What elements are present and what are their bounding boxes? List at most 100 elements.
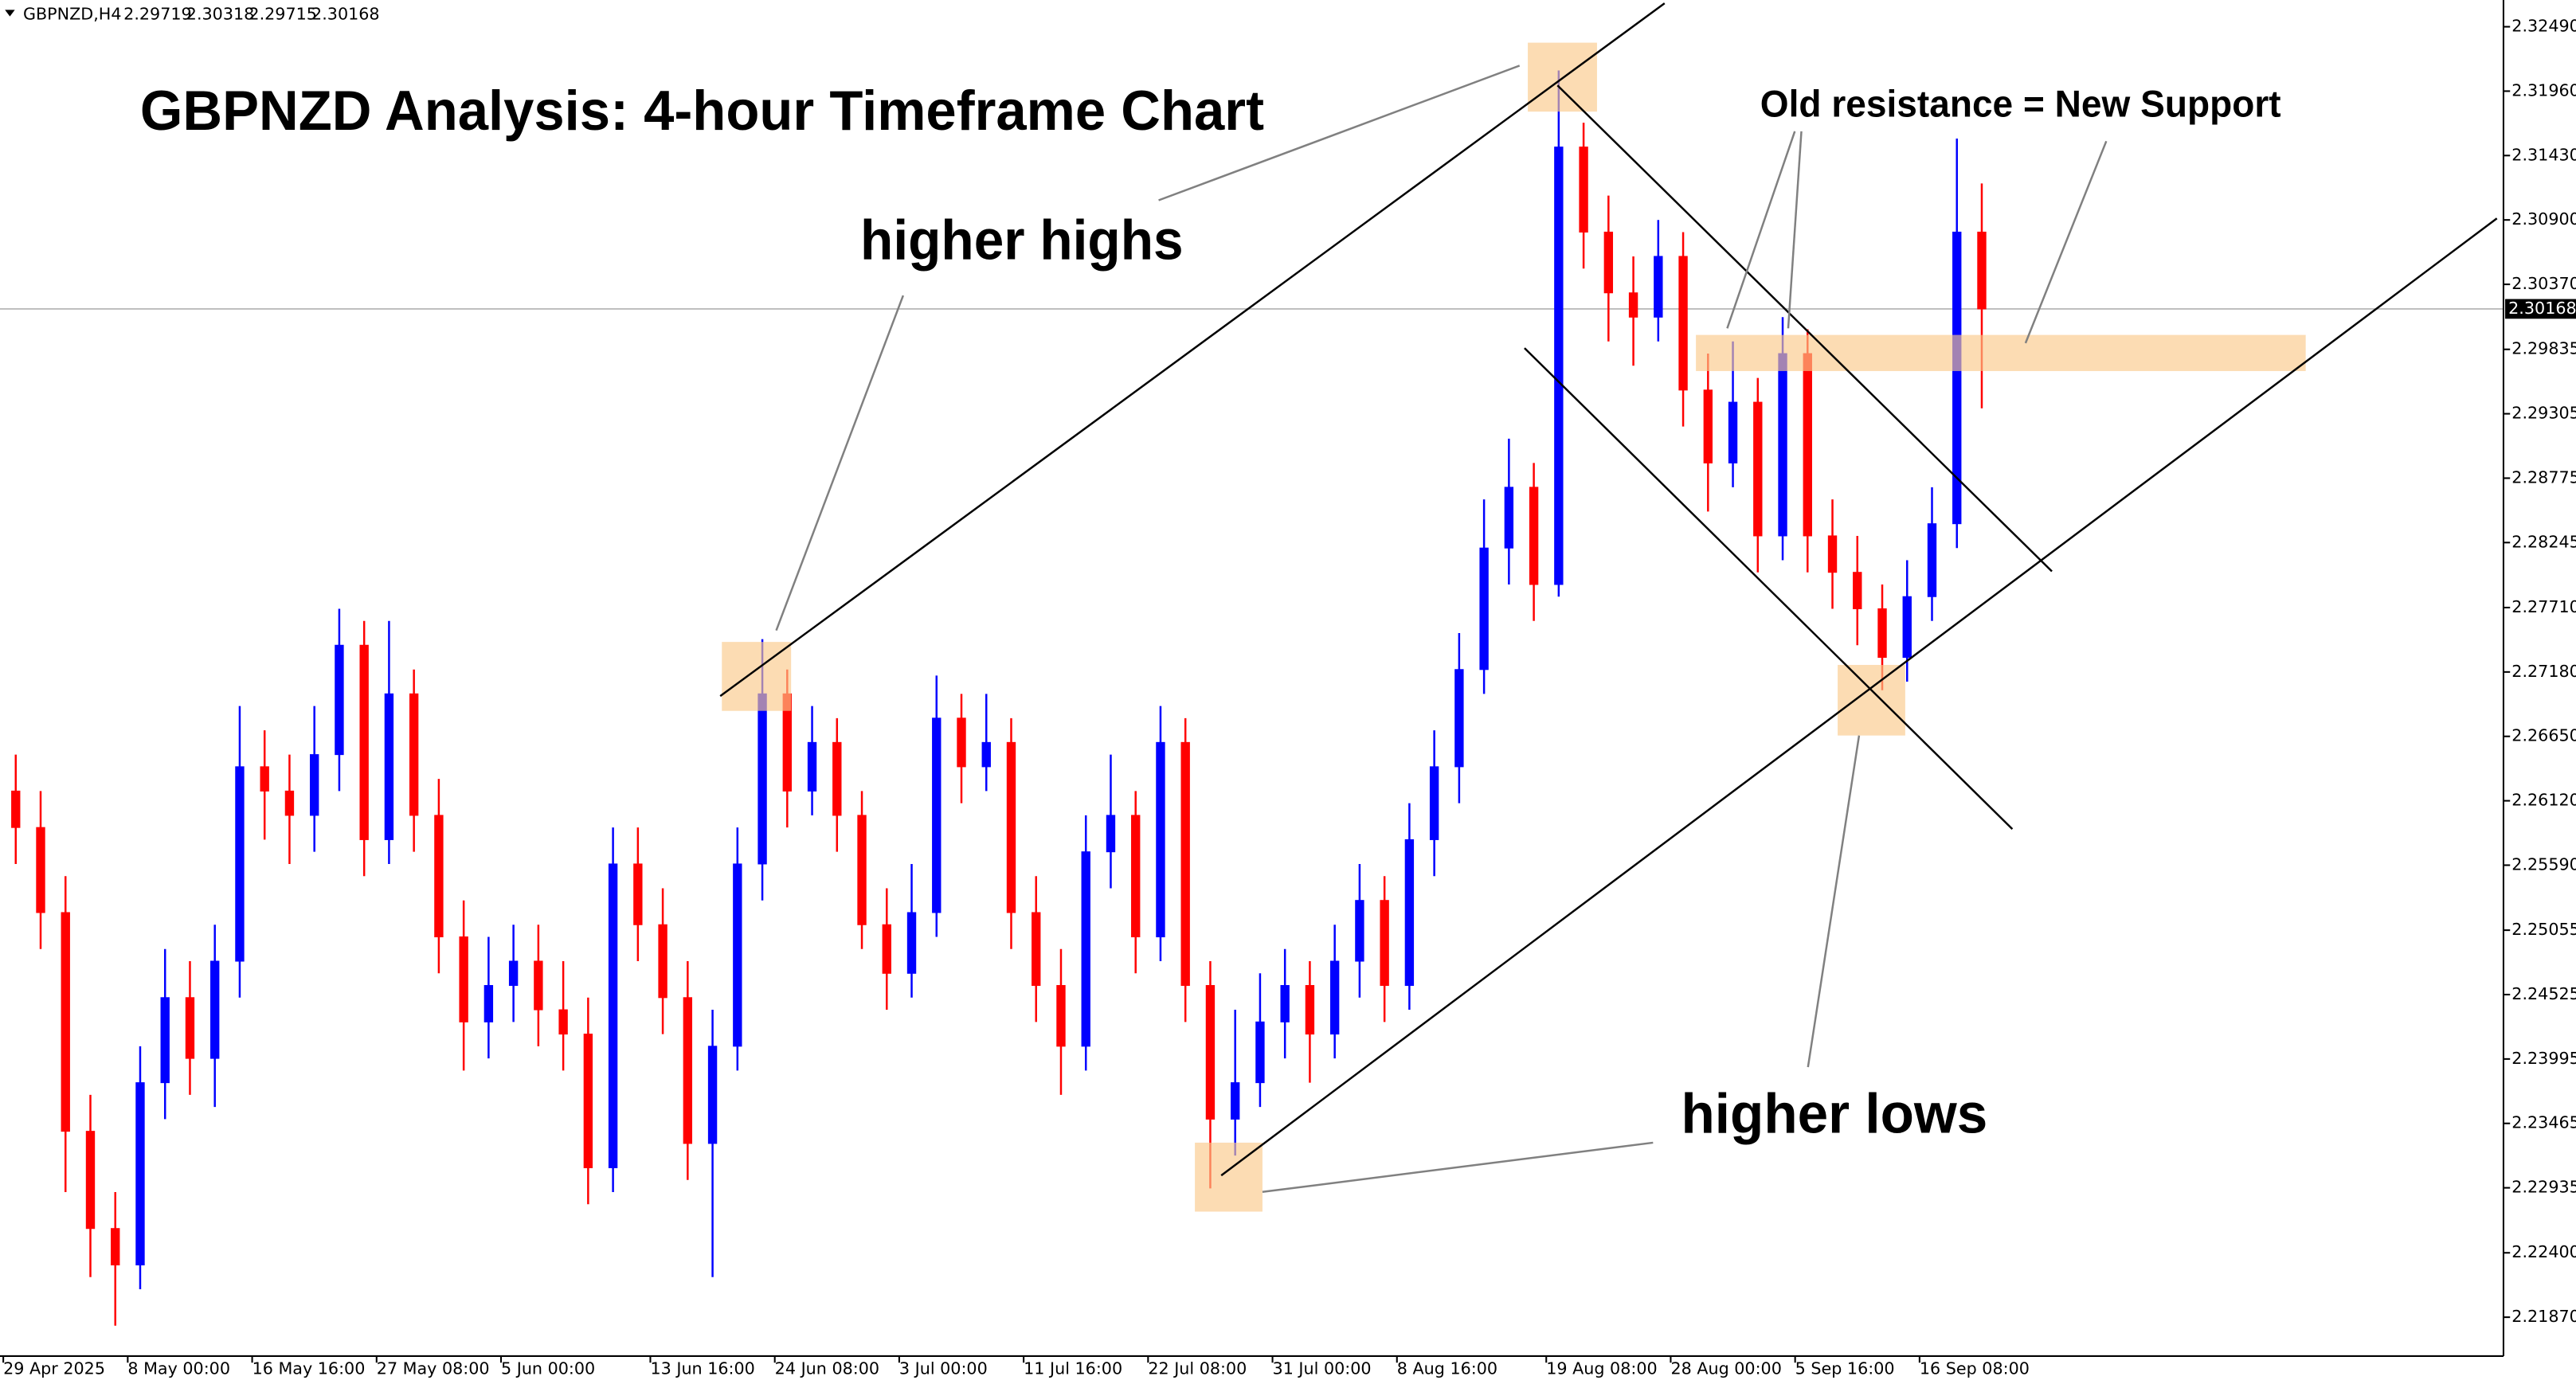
header-high: 2.30318 xyxy=(186,5,255,24)
candle-body xyxy=(1853,572,1862,610)
x-tick-label: 31 Jul 00:00 xyxy=(1273,1359,1372,1378)
candle-body xyxy=(85,1131,96,1230)
candle-body xyxy=(36,827,45,913)
candle-body xyxy=(1205,985,1216,1120)
candle-body xyxy=(1180,741,1190,987)
candle-body xyxy=(260,766,269,792)
x-tick-label: 5 Sep 16:00 xyxy=(1795,1359,1895,1378)
plot-area xyxy=(0,70,2504,1326)
x-tick-label: 29 Apr 2025 xyxy=(3,1359,105,1378)
candle-body xyxy=(1877,608,1887,659)
y-tick-label: 2.26650 xyxy=(2511,726,2576,745)
header-close: 2.30168 xyxy=(311,5,380,24)
candle-body xyxy=(534,960,543,1011)
x-tick-label: 16 Sep 08:00 xyxy=(1920,1359,2030,1378)
candle-body xyxy=(1305,985,1315,1035)
menu-triangle[interactable] xyxy=(5,10,15,17)
header-low: 2.29715 xyxy=(249,5,317,24)
x-tick-label: 27 May 08:00 xyxy=(377,1359,490,1378)
pointer-line xyxy=(1262,1141,1654,1194)
candle-body xyxy=(733,863,742,1047)
candle-body xyxy=(1753,401,1763,537)
candle-body xyxy=(1977,231,1987,310)
y-tick-label: 2.27710 xyxy=(2511,597,2576,616)
y-tick-label: 2.30370 xyxy=(2511,274,2576,293)
last-price-tag xyxy=(2505,299,2576,319)
candle-body xyxy=(1255,1021,1265,1084)
candle-body xyxy=(882,924,891,974)
candle-body xyxy=(1803,353,1812,537)
candle-body xyxy=(111,1228,120,1266)
candle-body xyxy=(981,741,991,768)
candle-body xyxy=(1032,912,1041,987)
y-tick-label: 2.27180 xyxy=(2511,662,2576,681)
candle-body xyxy=(459,936,468,1022)
y-tick-label: 2.32490 xyxy=(2511,17,2576,36)
candle-body xyxy=(758,693,767,865)
y-tick-label: 2.29835 xyxy=(2511,339,2576,358)
candle-body xyxy=(906,912,917,974)
highlight-boxes xyxy=(722,42,2306,1212)
annotation: higher highs xyxy=(860,209,1184,272)
candle-body xyxy=(1728,401,1738,463)
x-tick-label: 16 May 16:00 xyxy=(253,1359,366,1378)
x-tick-label: 8 Aug 16:00 xyxy=(1397,1359,1497,1378)
pointer-line xyxy=(1158,65,1521,201)
y-tick-label: 2.25590 xyxy=(2511,854,2576,874)
candle-body xyxy=(508,960,519,987)
candle-body xyxy=(1006,741,1016,913)
candle-body xyxy=(1056,985,1066,1047)
trend-line xyxy=(719,2,1666,698)
candle-body xyxy=(957,717,966,768)
candle-body xyxy=(1454,669,1464,768)
header-open: 2.29719 xyxy=(123,5,192,24)
support-zone xyxy=(1696,334,2306,371)
candle-body xyxy=(807,741,817,792)
last-price-label: 2.30168 xyxy=(2508,299,2576,318)
pointer-line xyxy=(1726,131,1796,329)
y-tick-label: 2.26120 xyxy=(2511,791,2576,810)
pointer-lines xyxy=(775,65,2108,1194)
candle-body xyxy=(61,912,70,1132)
candle-body xyxy=(1678,256,1688,391)
y-tick-label: 2.23995 xyxy=(2511,1049,2576,1068)
candle-body xyxy=(185,997,195,1059)
pointer-line xyxy=(2024,140,2108,344)
candle-body xyxy=(1927,523,1937,597)
candle-body xyxy=(633,863,643,925)
x-tick-label: 5 Jun 00:00 xyxy=(501,1359,595,1378)
candle-body xyxy=(1429,766,1439,840)
y-tick-label: 2.25055 xyxy=(2511,920,2576,939)
y-tick-label: 2.31430 xyxy=(2511,145,2576,164)
trend-line xyxy=(1524,347,2014,831)
candle-body xyxy=(1579,147,1588,233)
candle-body xyxy=(1827,535,1838,573)
y-tick-label: 2.30900 xyxy=(2511,209,2576,229)
candle-body xyxy=(1106,815,1116,853)
candle-body xyxy=(1156,741,1165,938)
y-tick-label: 2.21870 xyxy=(2511,1307,2576,1326)
x-tick-label: 11 Jul 16:00 xyxy=(1024,1359,1122,1378)
x-tick-label: 3 Jul 00:00 xyxy=(899,1359,988,1378)
candle-body xyxy=(1230,1082,1240,1120)
x-tick-label: 19 Aug 08:00 xyxy=(1546,1359,1657,1378)
candle-body xyxy=(210,960,220,1059)
x-tick-label: 13 Jun 16:00 xyxy=(650,1359,754,1378)
annotation: Old resistance = New Support xyxy=(1760,84,2281,126)
candle-body xyxy=(1081,851,1090,1047)
y-tick-label: 2.28775 xyxy=(2511,467,2576,487)
y-tick-label: 2.22935 xyxy=(2511,1178,2576,1197)
candle-body xyxy=(235,766,245,962)
y-tick-label: 2.31960 xyxy=(2511,80,2576,100)
candle-body xyxy=(1554,147,1564,585)
candle-body xyxy=(483,985,494,1022)
candle-body xyxy=(707,1046,718,1144)
chart-title: GBPNZD Analysis: 4-hour Timeframe Chart xyxy=(140,79,1264,142)
candle-body xyxy=(683,997,693,1144)
candle-body xyxy=(658,924,667,999)
y-tick-label: 2.29305 xyxy=(2511,404,2576,423)
candle-body xyxy=(160,997,170,1084)
